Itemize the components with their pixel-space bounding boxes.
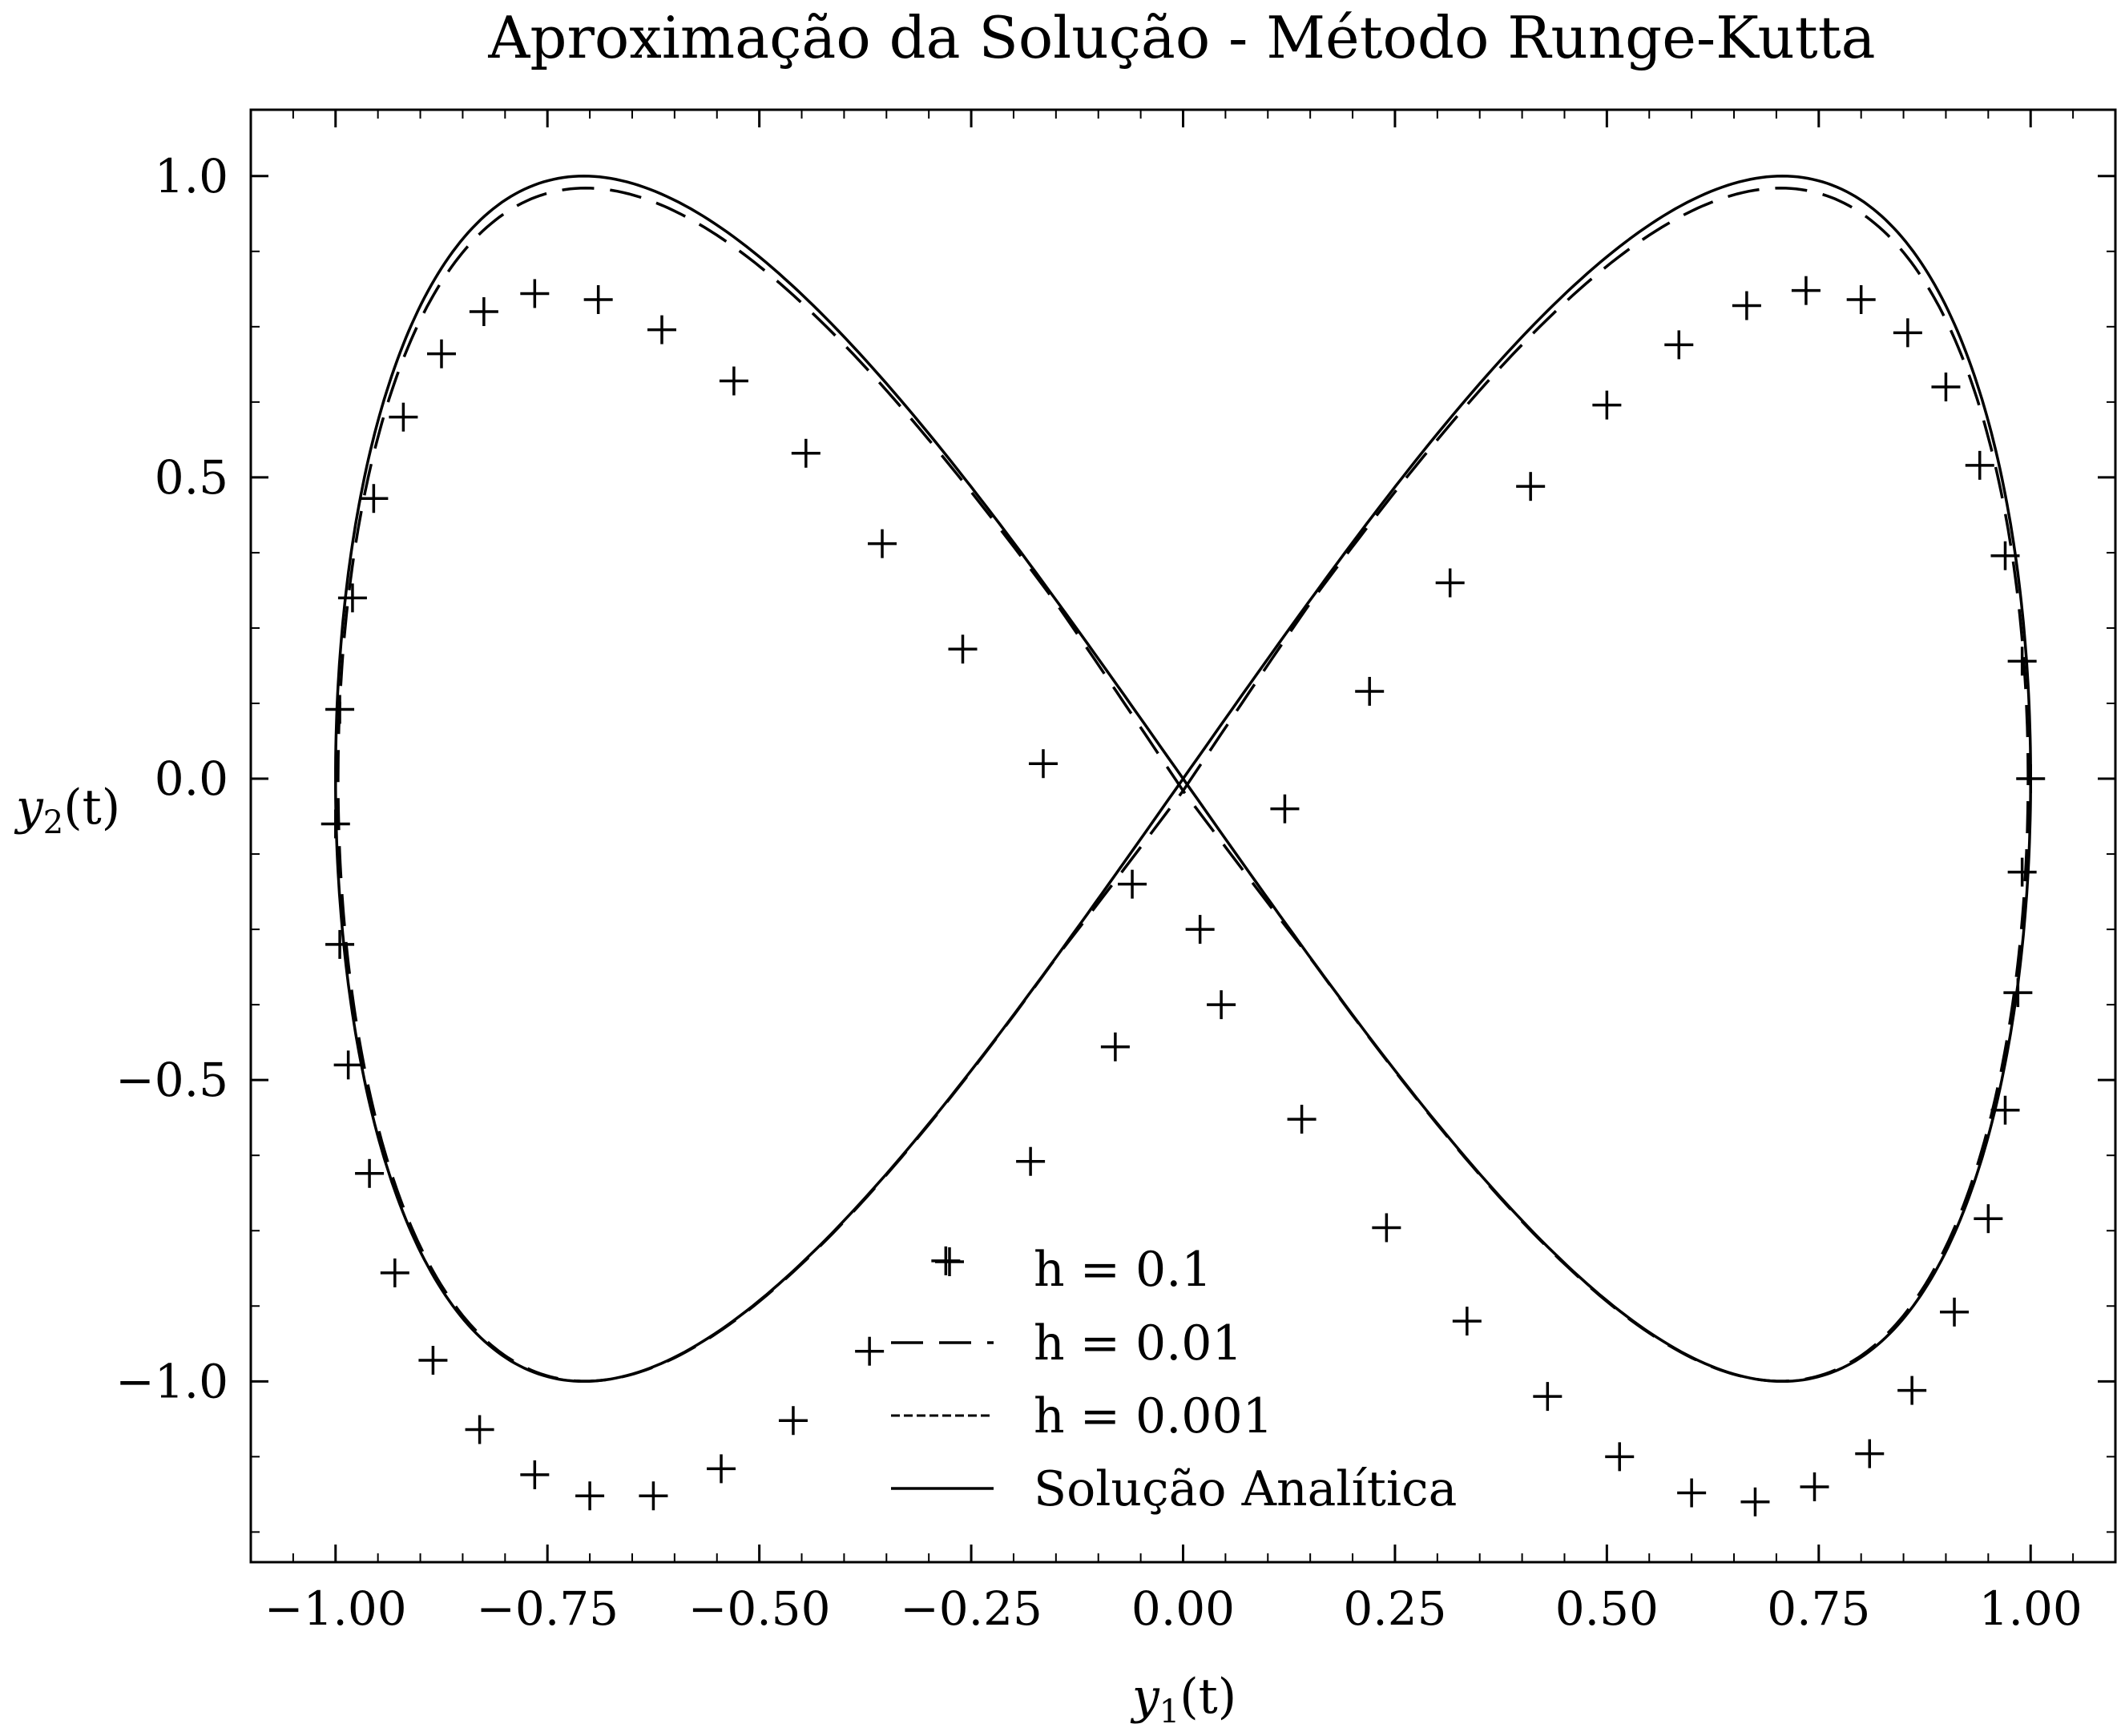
series-h01-marker [325, 695, 355, 724]
x-axis-label-base: y [1130, 1669, 1160, 1725]
legend-label-h001: h = 0.01 [1034, 1315, 1243, 1371]
axes: −1.00 −0.75 −0.50 −0.25 0.00 0.25 0.50 0.75 1.00… [115, 108, 2117, 1636]
y-tick-label: 1.0 [155, 149, 228, 203]
x-tick-label: 0.25 [1343, 1581, 1446, 1636]
x-tick-label: 0.75 [1767, 1581, 1870, 1636]
x-tick-label: 0.50 [1555, 1581, 1659, 1636]
series-h01-marker [1605, 1442, 1635, 1472]
series-h01-marker [1897, 1376, 1927, 1405]
series-h01-marker [2003, 978, 2033, 1008]
y-axis-label-suffix: (t) [63, 779, 120, 836]
series-h01-marker [333, 1050, 363, 1080]
legend-label-h01: h = 0.1 [1034, 1242, 1212, 1298]
series-h01-marker [337, 583, 367, 613]
series-h01-marker [418, 1345, 448, 1375]
plot-area [321, 175, 2046, 1516]
series-h01-marker [2016, 764, 2046, 794]
x-tick-label: 0.00 [1131, 1581, 1235, 1636]
series-h01-marker [1990, 541, 2020, 570]
x-tick-label: 1.00 [1979, 1581, 2083, 1636]
series-h01-marker [855, 1336, 885, 1366]
series-h01-marker [1355, 676, 1385, 706]
series-h01-marker [1677, 1478, 1707, 1508]
series-h01-marker [1740, 1487, 1770, 1516]
series-h01-marker [359, 484, 389, 514]
x-axis-label-sub: 1 [1159, 1694, 1179, 1730]
y-tick-label: −0.5 [115, 1053, 228, 1107]
legend-label-analytic: Solução Analítica [1034, 1461, 1457, 1517]
series-h01-marker [1372, 1213, 1401, 1243]
y-axis-label: y2(t) [14, 779, 120, 841]
y-tick-label: 0.0 [155, 751, 228, 806]
series-h01-marker [355, 1158, 385, 1188]
legend-label-h0001: h = 0.001 [1034, 1388, 1273, 1444]
series-h01-marker [1287, 1105, 1317, 1134]
series-h01-marker [948, 634, 978, 664]
y-axis-label-sub: 2 [43, 804, 63, 841]
series-h01-marker [380, 1258, 409, 1287]
series-h01-marker [2007, 857, 2037, 887]
series-h01-marker [719, 366, 748, 396]
series-h01-marker [1791, 276, 1821, 305]
series-h0001-line [334, 175, 2032, 1383]
series-h01-marker [1592, 390, 1622, 420]
x-tick-label: −0.50 [688, 1581, 831, 1636]
series-h01-marker [1940, 1297, 1970, 1327]
series-h01-marker [647, 315, 676, 344]
series-h01-marker [426, 339, 456, 369]
series-h01-marker [707, 1454, 736, 1484]
series-h01-marker [639, 1481, 668, 1511]
series-h01-marker [1664, 330, 1694, 360]
series-h01-marker [465, 1415, 494, 1444]
series-h01-marker [1452, 1307, 1482, 1336]
series-h01-marker [1016, 1146, 1046, 1176]
series-h01-marker [1855, 1439, 1885, 1468]
series-h01-marker [868, 529, 897, 558]
series-h01-marker [520, 1460, 550, 1489]
x-tick-label: −0.75 [476, 1581, 619, 1636]
series-h01-marker [325, 929, 355, 959]
series-h01-marker [1516, 472, 1546, 501]
series-h01-marker [1990, 1095, 2020, 1125]
chart-title: Aproximação da Solução - Método Runge-Ku… [487, 4, 1875, 71]
x-axis-label: y1(t) [1130, 1669, 1236, 1730]
x-axis-label-suffix: (t) [1179, 1669, 1236, 1725]
y-tick-label: 0.5 [155, 450, 228, 505]
series-h01-marker [1533, 1382, 1562, 1412]
y-axis-label-base: y [14, 779, 44, 836]
series-h01-marker [1732, 291, 1761, 320]
series-h01-marker [1028, 749, 1058, 779]
series-h01-marker [2007, 646, 2037, 676]
legend-marker-plus [935, 1247, 964, 1276]
legend: h = 0.1 h = 0.01 h = 0.001 Solução Analí… [891, 1242, 1457, 1517]
series-h001-line [337, 187, 2030, 1383]
series-h01-marker [321, 809, 350, 839]
series-h01-marker [778, 1406, 808, 1436]
series-h01-marker [791, 438, 821, 468]
series-h01-marker [1800, 1472, 1829, 1501]
series-h01-marker [1185, 915, 1215, 945]
series-h01-marker [520, 279, 550, 308]
series-h01-marker [1100, 1032, 1130, 1061]
x-tick-label: −1.00 [264, 1581, 407, 1636]
series-h01-marker [1846, 284, 1876, 314]
series-h01-marker [1207, 990, 1236, 1020]
series-h01-marker [1435, 568, 1465, 598]
series-h01-marker [1118, 869, 1147, 899]
series-h01-marker [1931, 373, 1961, 402]
series-h01-marker [575, 1481, 605, 1511]
x-tick-label: −0.25 [900, 1581, 1042, 1636]
series-h01-marker [583, 284, 613, 314]
series-h01-marker [1270, 794, 1300, 824]
series-h01-marker [389, 402, 418, 432]
series-h01-marker [469, 297, 498, 327]
y-tick-label: −1.0 [115, 1354, 228, 1408]
series-h01-marker [1974, 1204, 2003, 1234]
series-h01-marker [1893, 318, 1922, 348]
series-h01-marker [1965, 450, 1994, 480]
